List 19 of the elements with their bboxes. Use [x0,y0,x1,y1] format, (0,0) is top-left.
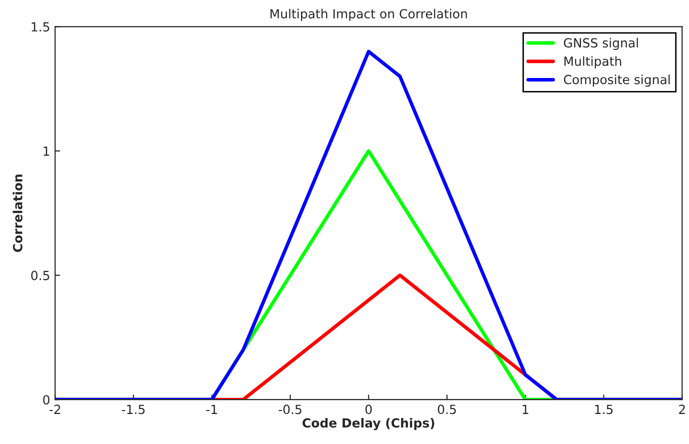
x-tick-label: 0.5 [438,404,456,414]
x-tick-label: -1.5 [122,404,145,414]
y-tick-label: 1 [44,146,50,156]
x-tick-label: 1.5 [595,404,613,414]
legend-label: Composite signal [564,74,670,87]
y-tick-label: 1.5 [32,22,50,32]
x-tick-label: -1 [206,404,217,414]
legend-label: Multipath [564,56,622,68]
y-tick-label: 0.5 [31,270,50,280]
legend-label: GNSS signal [564,38,638,50]
y-axis-title: Correlation [12,174,22,252]
x-axis-title: Code Delay (Chips) [302,418,434,430]
x-tick-label: -2 [50,404,60,414]
y-tick-label: 0 [43,395,50,405]
chart-title: Multipath Impact on Correlation [270,8,467,21]
x-tick-label: 1 [522,404,528,414]
x-tick-label: 2 [679,404,685,414]
x-tick-label: -0.5 [278,404,302,414]
x-tick-label: 0 [365,404,372,414]
